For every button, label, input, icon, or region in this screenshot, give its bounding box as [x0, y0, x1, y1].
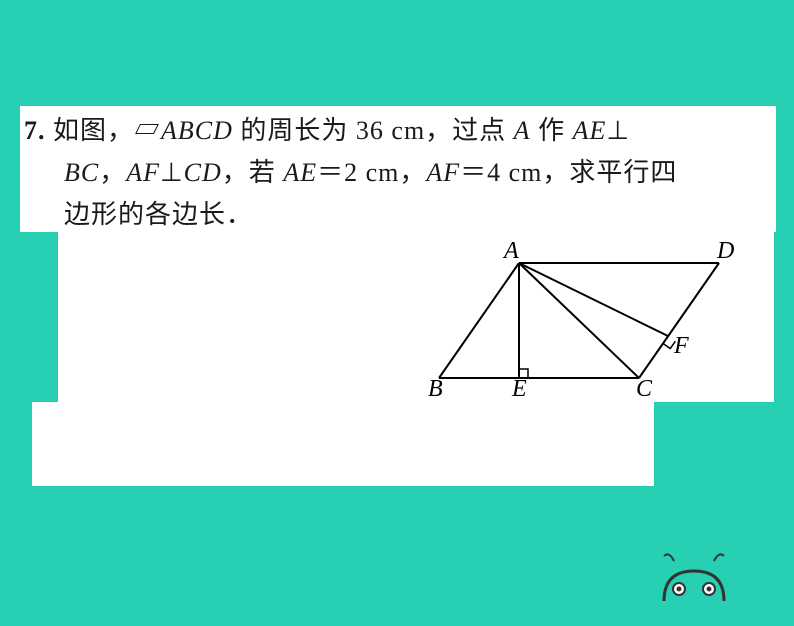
problem-number: 7. [24, 116, 46, 145]
var-ae2: AE [283, 158, 317, 187]
var-bc: BC [64, 158, 99, 187]
text-fragment: ＝4 cm，求平行四 [460, 158, 677, 187]
text-fragment: 边形的各边长． [64, 200, 253, 229]
geometry-figure: A B C D E F [404, 248, 744, 398]
text-fragment: 如图，▱ [53, 116, 161, 145]
problem-line-1: 7. 如图，▱ABCD 的周长为 36 cm，过点 A 作 AE⊥ [24, 110, 776, 152]
var-cd: CD [184, 158, 222, 187]
text-fragment: 的周长为 36 cm，过点 [233, 116, 514, 145]
parallelogram-svg [404, 248, 744, 398]
text-fragment: ，若 [222, 158, 284, 187]
perp-symbol: ⊥ [606, 116, 630, 145]
text-fragment: ＝2 cm， [317, 158, 426, 187]
var-af: AF [126, 158, 160, 187]
var-ae: AE [573, 116, 607, 145]
var-af2: AF [426, 158, 460, 187]
label-d: D [717, 238, 734, 265]
perp-symbol: ⊥ [160, 158, 184, 187]
text-fragment: 作 [531, 116, 573, 145]
var-abcd: ABCD [161, 116, 233, 145]
label-a: A [504, 238, 519, 265]
label-f: F [674, 333, 689, 360]
label-b: B [428, 376, 443, 403]
text-fragment: ， [99, 158, 126, 187]
problem-line-3: 边形的各边长． [64, 194, 776, 236]
label-e: E [512, 376, 527, 403]
decoration-icon [644, 541, 744, 626]
var-a: A [514, 116, 531, 145]
problem-line-2: BC，AF⊥CD，若 AE＝2 cm，AF＝4 cm，求平行四 [64, 152, 776, 194]
label-c: C [636, 376, 652, 403]
white-panel-bottom [32, 402, 654, 486]
